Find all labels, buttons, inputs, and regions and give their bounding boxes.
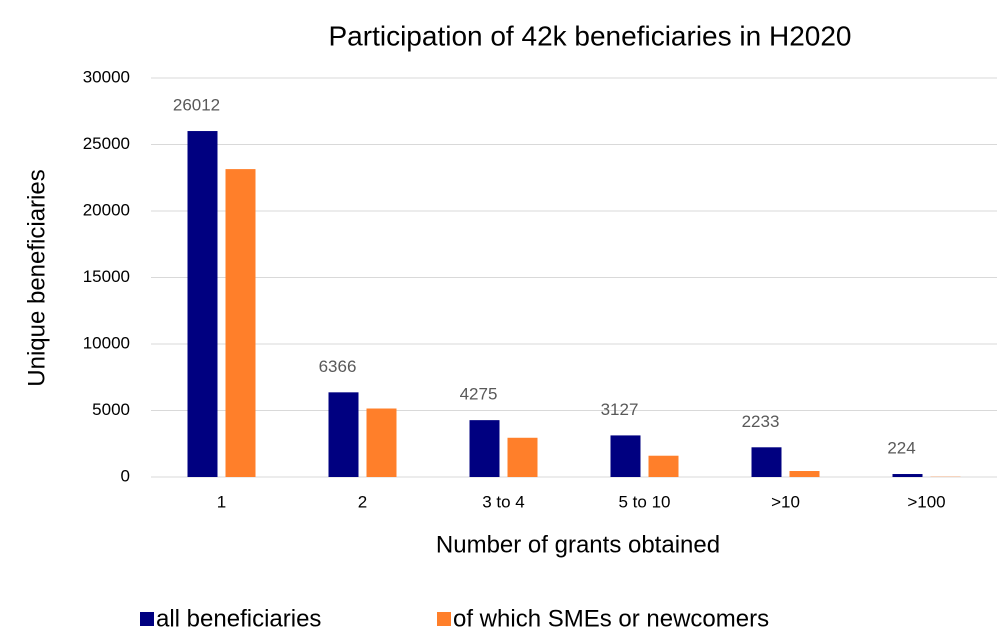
- y-tick-label: 30000: [83, 67, 130, 86]
- y-tick-label: 10000: [83, 333, 130, 352]
- data-label: 6366: [319, 357, 357, 376]
- x-tick-label: >10: [771, 492, 800, 511]
- y-tick-label: 20000: [83, 200, 130, 219]
- chart-title: Participation of 42k beneficiaries in H2…: [329, 20, 852, 51]
- x-tick-label: 1: [217, 492, 226, 511]
- bar: [366, 408, 397, 477]
- x-tick-label: 5 to 10: [619, 492, 671, 511]
- legend-label: all beneficiaries: [156, 605, 321, 632]
- y-tick-label: 25000: [83, 134, 130, 153]
- data-label: 3127: [601, 400, 639, 419]
- bar: [751, 447, 782, 477]
- y-axis-label: Unique beneficiaries: [23, 169, 50, 386]
- legend-label: of which SMEs or newcomers: [453, 605, 769, 632]
- bar: [225, 169, 256, 478]
- legend-swatch: [437, 612, 451, 626]
- bar: [789, 471, 820, 477]
- x-tick-label: 2: [358, 492, 367, 511]
- x-tick-label: >100: [907, 492, 945, 511]
- y-tick-label: 0: [121, 466, 130, 485]
- bar: [648, 455, 679, 477]
- data-label: 4275: [460, 385, 498, 404]
- bar: [328, 392, 359, 477]
- data-label: 26012: [173, 96, 220, 115]
- bar: [610, 435, 641, 477]
- bar: [892, 474, 923, 477]
- bar: [507, 437, 538, 477]
- data-label: 2233: [742, 412, 780, 431]
- bar: [469, 420, 500, 477]
- data-label: 224: [887, 439, 915, 458]
- y-tick-label: 15000: [83, 267, 130, 286]
- bar: [187, 131, 218, 477]
- legend-swatch: [140, 612, 154, 626]
- x-axis-label: Number of grants obtained: [436, 531, 720, 558]
- y-tick-label: 5000: [92, 400, 130, 419]
- x-tick-label: 3 to 4: [482, 492, 525, 511]
